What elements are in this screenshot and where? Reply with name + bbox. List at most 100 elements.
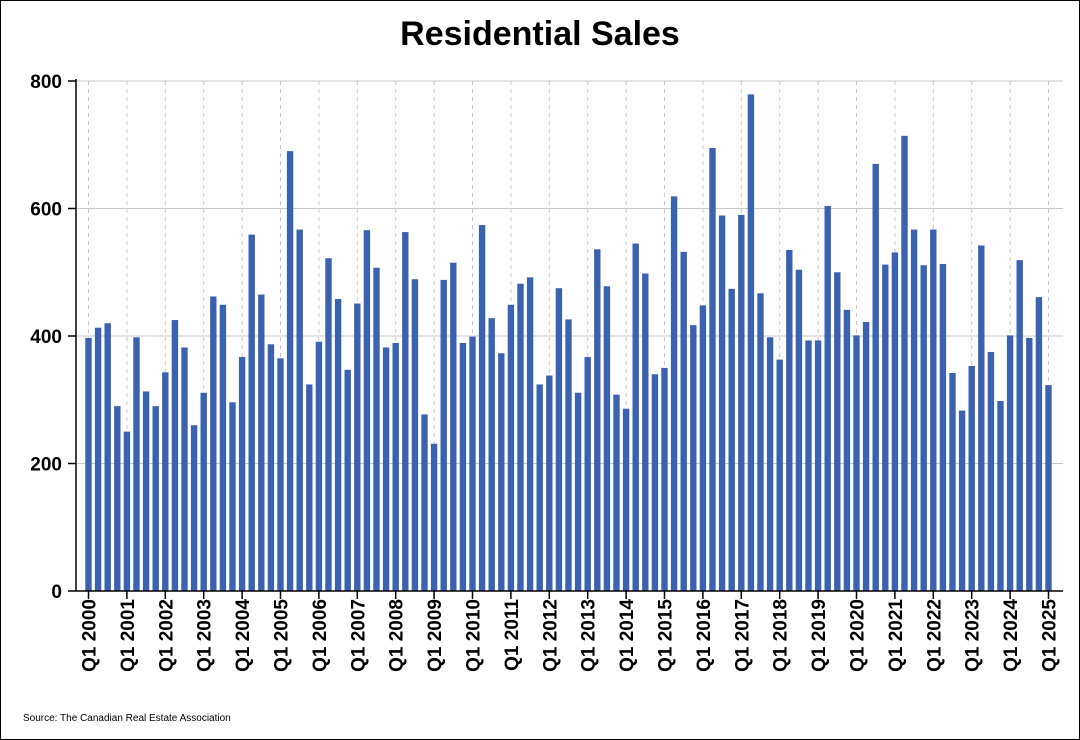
bars-layer: [85, 94, 1052, 592]
bar: [469, 336, 476, 591]
bar: [661, 367, 668, 592]
bar: [728, 288, 735, 591]
x-tick-label: Q1 2007: [348, 599, 369, 672]
bar: [411, 279, 419, 591]
x-tick-label: Q1 2024: [1001, 599, 1022, 672]
bar: [210, 296, 217, 591]
bar: [920, 265, 927, 591]
x-tick-label: Q1 2005: [272, 599, 293, 672]
bar: [488, 318, 495, 591]
bar: [795, 269, 803, 591]
x-tick-label: Q1 2008: [387, 599, 408, 672]
x-tick-label: Q1 2015: [656, 599, 677, 672]
bar: [699, 305, 707, 591]
bar: [1006, 335, 1014, 591]
x-tick-label: Q1 2016: [694, 599, 715, 672]
bar: [296, 229, 303, 592]
bar: [709, 147, 716, 591]
x-tick-label: Q1 2020: [848, 599, 869, 672]
bar: [190, 425, 198, 591]
x-tick-label: Q1 2022: [924, 599, 945, 672]
bar: [507, 304, 515, 591]
x-tick-label: Q1 2011: [502, 599, 523, 671]
bar: [872, 163, 879, 592]
y-tick-label: 600: [30, 200, 62, 221]
bar: [344, 369, 351, 591]
bar: [94, 327, 102, 591]
bar: [238, 357, 246, 591]
bar: [968, 365, 975, 591]
bar: [901, 135, 908, 591]
bar: [584, 357, 591, 591]
bar: [123, 431, 131, 592]
bar: [498, 353, 505, 591]
bar: [1035, 297, 1043, 591]
bar: [325, 258, 332, 591]
bar: [152, 406, 159, 592]
bar: [258, 294, 265, 591]
bar: [814, 340, 822, 591]
bar: [286, 151, 294, 592]
bar: [133, 337, 140, 591]
x-tick-label: Q1 2014: [617, 599, 638, 672]
bar: [603, 286, 611, 591]
bar: [738, 214, 745, 592]
bar: [450, 262, 457, 591]
y-tick-label: 800: [30, 72, 62, 93]
bar: [747, 94, 755, 591]
bar: [392, 343, 399, 591]
chart-title: Residential Sales: [400, 15, 680, 53]
x-tick-label: Q1 2018: [771, 599, 792, 672]
bar: [958, 410, 966, 591]
bar: [891, 252, 899, 592]
bar: [229, 402, 236, 591]
bar: [248, 234, 255, 591]
bar: [1016, 260, 1023, 591]
bar: [440, 279, 447, 591]
bar: [766, 337, 774, 591]
bar: [382, 347, 390, 591]
bar: [536, 384, 543, 591]
bar: [690, 325, 697, 591]
x-tick-label: Q1 2017: [732, 599, 753, 672]
bar: [987, 351, 995, 591]
bar: [622, 408, 630, 591]
bar: [459, 343, 467, 591]
bar: [171, 320, 179, 591]
bar: [757, 293, 764, 591]
bar: [632, 243, 639, 591]
bar: [104, 323, 111, 591]
bar: [200, 392, 207, 591]
bar: [402, 232, 409, 591]
bar: [277, 358, 284, 591]
bar: [181, 347, 188, 591]
bar: [978, 245, 985, 592]
bar: [315, 341, 323, 591]
x-tick-label: Q1 2006: [310, 599, 331, 672]
x-tick-label: Q1 2001: [118, 599, 139, 672]
y-tick-label: 200: [30, 455, 62, 476]
bar: [882, 264, 889, 591]
bar: [949, 372, 956, 591]
bar: [613, 394, 620, 591]
bar: [680, 251, 687, 591]
x-tick-label: Q1 2003: [195, 599, 216, 672]
bar: [843, 309, 851, 591]
bar: [1045, 385, 1052, 591]
bar: [1026, 337, 1033, 591]
x-tick-label: Q1 2009: [425, 599, 446, 672]
y-tick-label: 400: [30, 327, 62, 348]
bar: [939, 263, 947, 591]
bar: [786, 249, 793, 591]
source-note: Source: The Canadian Real Estate Associa…: [23, 713, 231, 724]
axes-layer: 0 200 400 600 800 Q1 2000 Q1 2001 Q1 2002 Q1 200…: [30, 72, 1063, 672]
bar: [373, 267, 380, 591]
bar: [354, 303, 361, 591]
bar: [219, 304, 227, 591]
bar: [930, 229, 937, 592]
bar: [421, 414, 428, 591]
bar: [555, 288, 563, 591]
bar: [594, 249, 601, 592]
bar: [670, 196, 678, 591]
